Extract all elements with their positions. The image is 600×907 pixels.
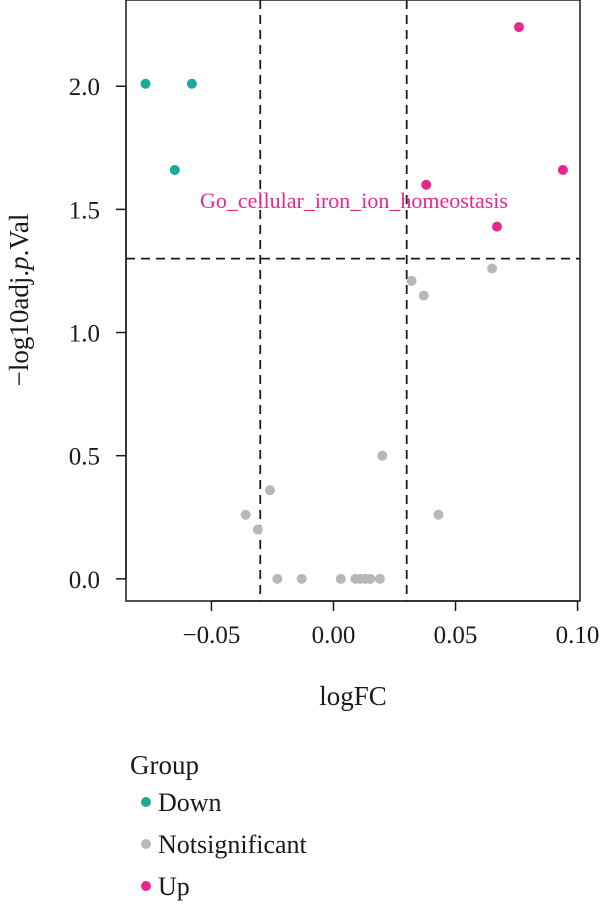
- legend-label-up: Up: [158, 872, 190, 901]
- x-axis-title: logFC: [319, 681, 387, 711]
- threshold-lines: [126, 0, 580, 601]
- y-tick-label: 1.0: [69, 321, 100, 348]
- y-axis-title-main: −log10adj.: [4, 270, 34, 386]
- point-notsignificant: [272, 573, 283, 584]
- point-notsignificant: [265, 485, 276, 496]
- point-notsignificant: [296, 573, 307, 584]
- x-tick-label: 0.00: [312, 622, 356, 649]
- point-notsignificant: [365, 573, 376, 584]
- y-tick-label: 0.5: [69, 444, 100, 471]
- point-down: [140, 78, 151, 89]
- point-notsignificant: [418, 290, 429, 301]
- point-notsignificant: [377, 450, 388, 461]
- y-tick-label: 2.0: [69, 74, 100, 101]
- x-tick-label: 0.10: [556, 622, 600, 649]
- y-tick-label: 1.5: [69, 197, 100, 224]
- legend-label-notsignificant: Notsignificant: [158, 830, 308, 859]
- point-notsignificant: [433, 509, 444, 520]
- data-points: [140, 22, 568, 584]
- y-axis-title-italic: p: [4, 256, 34, 272]
- legend: Group Down Notsignificant Up: [130, 750, 308, 901]
- y-axis-title-end: .Val: [4, 214, 34, 257]
- point-up: [557, 164, 568, 175]
- point-up: [492, 221, 503, 232]
- y-tick-label: 0.0: [69, 567, 100, 594]
- legend-key-up: [141, 881, 151, 891]
- legend-key-down: [141, 797, 151, 807]
- y-axis-title: −log10adj.p.Val: [4, 214, 34, 387]
- x-axis: −0.05 0.00 0.05 0.10: [183, 600, 600, 649]
- legend-title: Group: [130, 750, 199, 780]
- point-notsignificant: [406, 275, 417, 286]
- point-notsignificant: [240, 509, 251, 520]
- y-axis: 0.0 0.5 1.0 1.5 2.0: [69, 74, 127, 594]
- plot-panel: [125, 0, 581, 602]
- point-up: [421, 179, 432, 190]
- point-notsignificant: [335, 573, 346, 584]
- point-down: [186, 78, 197, 89]
- point-down: [169, 164, 180, 175]
- point-notsignificant: [374, 573, 385, 584]
- point-notsignificant: [487, 263, 498, 274]
- legend-key-notsignificant: [141, 839, 151, 849]
- x-tick-label: 0.05: [434, 622, 478, 649]
- x-tick-label: −0.05: [183, 622, 241, 649]
- point-notsignificant: [252, 524, 263, 535]
- point-up: [513, 22, 524, 33]
- legend-label-down: Down: [158, 788, 222, 817]
- annotation-label: Go_cellular_iron_ion_homeostasis: [200, 188, 508, 213]
